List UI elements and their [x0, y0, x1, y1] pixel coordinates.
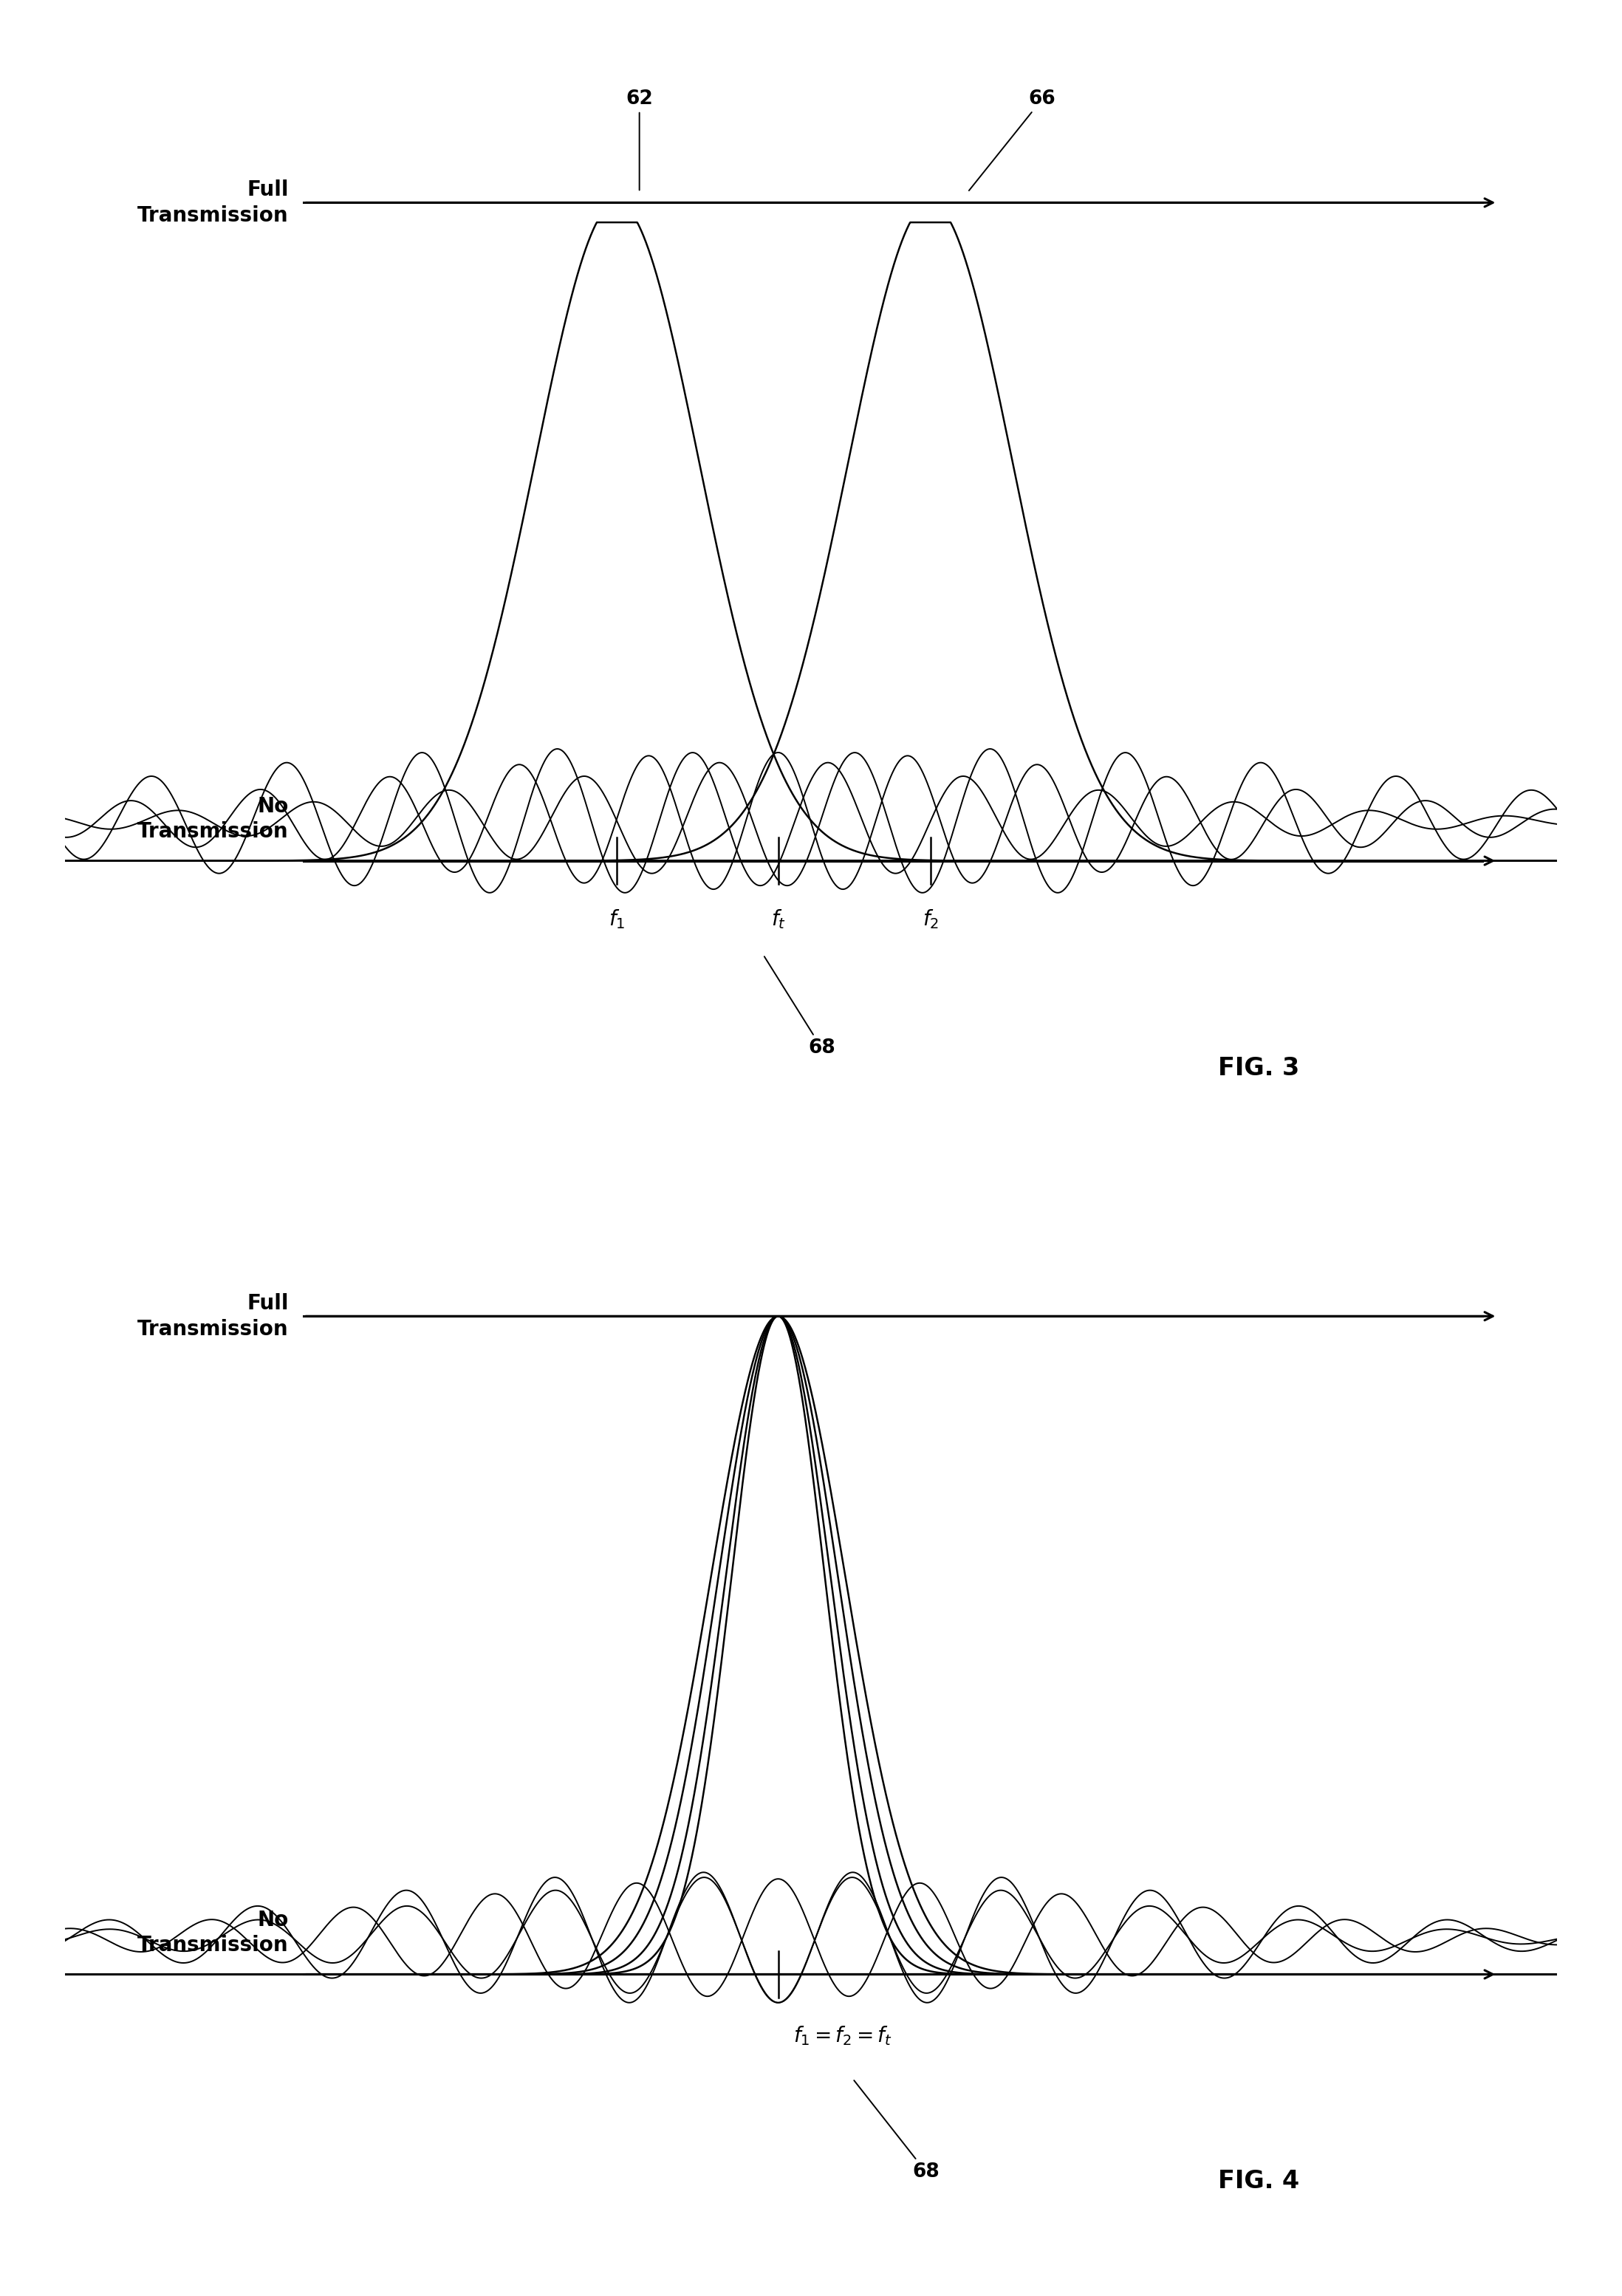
Text: $f_1$: $f_1$ [608, 907, 624, 930]
Text: $f_1 = f_2 = f_t$: $f_1 = f_2 = f_t$ [793, 2025, 892, 2048]
Text: Full
Transmission: Full Transmission [138, 1293, 289, 1339]
Text: 66: 66 [968, 90, 1056, 191]
Text: FIG. 4: FIG. 4 [1218, 2170, 1299, 2193]
Text: 62: 62 [626, 90, 654, 191]
Text: 68: 68 [764, 957, 835, 1058]
Text: No
Transmission: No Transmission [138, 797, 289, 843]
Text: FIG. 3: FIG. 3 [1218, 1056, 1299, 1079]
Text: $f_2$: $f_2$ [923, 907, 939, 930]
Text: Full
Transmission: Full Transmission [138, 179, 289, 225]
Text: $f_t$: $f_t$ [770, 907, 785, 930]
Text: 68: 68 [855, 2080, 939, 2181]
Text: No
Transmission: No Transmission [138, 1910, 289, 1956]
